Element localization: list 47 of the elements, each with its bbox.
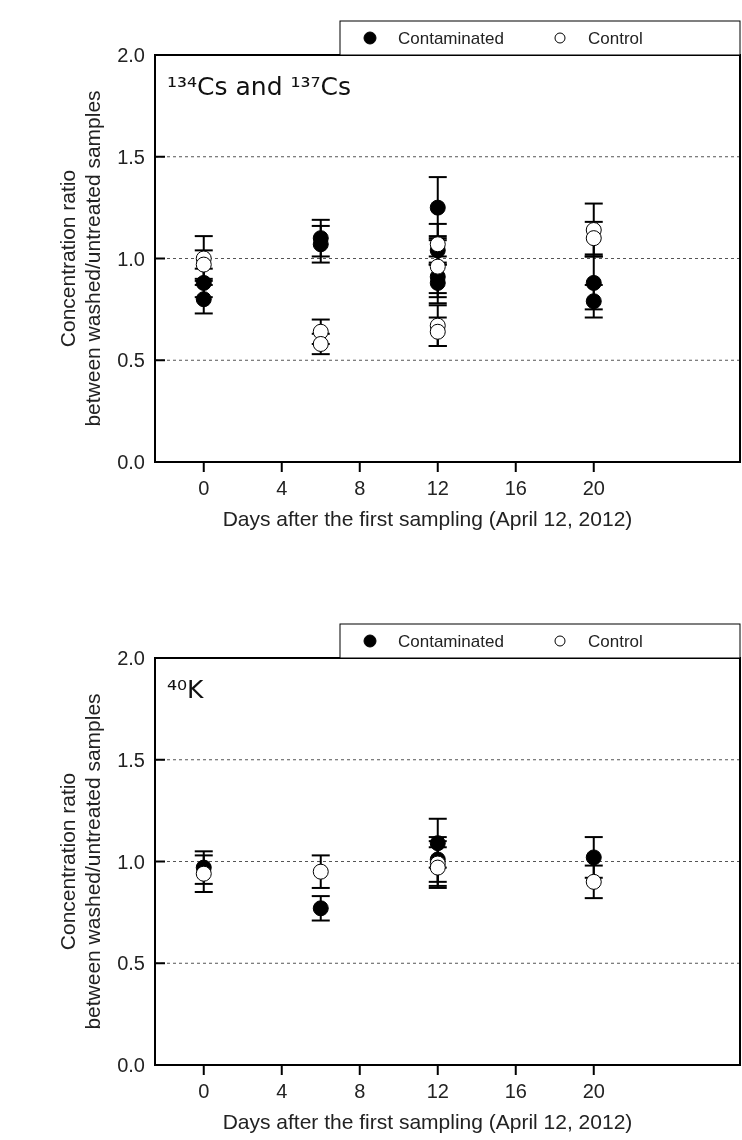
- x-tick-label: 16: [504, 1080, 527, 1102]
- y-tick-label: 1.0: [117, 850, 145, 873]
- point: [585, 293, 602, 310]
- x-axis-title: Days after the first sampling (April 12, 2012): [222, 1110, 633, 1133]
- point: [429, 859, 446, 876]
- point: [585, 230, 602, 247]
- point: [429, 323, 446, 340]
- y-tick-label: 1.5: [117, 145, 145, 168]
- x-tick-label: 12: [426, 1080, 449, 1102]
- point: [312, 863, 329, 880]
- point: [429, 199, 446, 216]
- x-axis-title: Days after the first sampling (April 12, 2012): [222, 507, 633, 530]
- y-tick-label: 1.5: [117, 748, 145, 771]
- x-tick-label: 8: [354, 1080, 366, 1102]
- point: [195, 256, 212, 273]
- y-tick-label: 1.0: [117, 247, 145, 270]
- y-tick-label: 0.5: [117, 952, 145, 975]
- legend-label: Control: [588, 29, 643, 48]
- y-tick-label: 2.0: [117, 44, 145, 66]
- legend-label: Contaminated: [398, 632, 504, 651]
- x-tick-label: 4: [276, 1080, 288, 1102]
- x-tick-label: 4: [276, 477, 288, 499]
- x-tick-label: 0: [198, 1080, 210, 1102]
- y-tick-label: 2.0: [117, 647, 145, 669]
- point: [429, 236, 446, 253]
- x-tick-label: 8: [354, 477, 366, 499]
- y-axis-title: Concentration ratio between washed/untreated samples: [56, 90, 104, 427]
- point: [195, 865, 212, 882]
- x-tick-label: 20: [582, 1080, 605, 1102]
- x-tick-label: 16: [504, 477, 527, 499]
- point: [429, 258, 446, 275]
- point: [585, 873, 602, 890]
- point: [585, 274, 602, 291]
- point: [195, 291, 212, 308]
- y-tick-label: 0.5: [117, 349, 145, 372]
- x-tick-label: 20: [582, 477, 605, 499]
- x-tick-label: 12: [426, 477, 449, 499]
- x-tick-label: 0: [198, 477, 210, 499]
- y-axis-title: Concentration ratio between washed/untreated samples: [56, 693, 104, 1030]
- y-tick-label: 0.0: [117, 1054, 145, 1076]
- point: [312, 900, 329, 917]
- point: [585, 849, 602, 866]
- annotation: ⁴⁰K: [167, 675, 205, 704]
- legend-label: Contaminated: [398, 29, 504, 48]
- annotation: ¹³⁴Cs and ¹³⁷Cs: [167, 72, 352, 101]
- y-tick-label: 0.0: [117, 451, 145, 473]
- legend-label: Control: [588, 632, 643, 651]
